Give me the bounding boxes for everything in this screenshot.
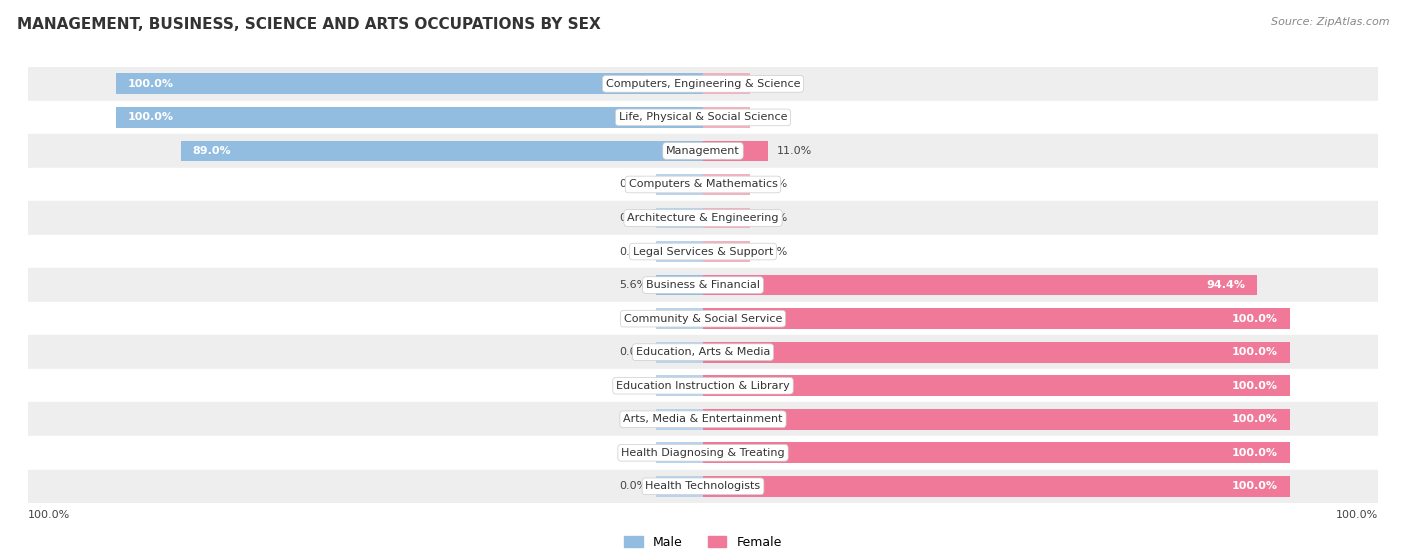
Text: 0.0%: 0.0%: [619, 381, 647, 391]
Text: 100.0%: 100.0%: [28, 510, 70, 520]
Text: 0.0%: 0.0%: [759, 213, 787, 223]
Text: 0.0%: 0.0%: [619, 179, 647, 190]
Text: 100.0%: 100.0%: [1232, 381, 1278, 391]
Text: 100.0%: 100.0%: [1232, 448, 1278, 458]
Text: 0.0%: 0.0%: [619, 213, 647, 223]
Bar: [657, 174, 703, 195]
Bar: [28, 436, 1378, 470]
Bar: [657, 375, 703, 396]
Text: Health Technologists: Health Technologists: [645, 481, 761, 491]
Text: 5.6%: 5.6%: [619, 280, 647, 290]
Text: 0.0%: 0.0%: [619, 414, 647, 424]
Bar: [117, 73, 703, 94]
Text: 100.0%: 100.0%: [1336, 510, 1378, 520]
Text: Health Diagnosing & Treating: Health Diagnosing & Treating: [621, 448, 785, 458]
Text: 0.0%: 0.0%: [759, 247, 787, 257]
Bar: [657, 476, 703, 497]
Bar: [703, 442, 1289, 463]
Bar: [657, 308, 703, 329]
Bar: [703, 274, 1257, 296]
Text: Education, Arts & Media: Education, Arts & Media: [636, 347, 770, 357]
Text: 100.0%: 100.0%: [128, 79, 174, 89]
Bar: [28, 470, 1378, 503]
Bar: [28, 402, 1378, 436]
Bar: [28, 302, 1378, 335]
Bar: [28, 134, 1378, 168]
Bar: [703, 342, 1289, 363]
Text: Computers & Mathematics: Computers & Mathematics: [628, 179, 778, 190]
Bar: [657, 207, 703, 229]
Bar: [181, 140, 703, 162]
Text: 0.0%: 0.0%: [619, 481, 647, 491]
Text: 0.0%: 0.0%: [619, 247, 647, 257]
Text: Business & Financial: Business & Financial: [645, 280, 761, 290]
Text: Architecture & Engineering: Architecture & Engineering: [627, 213, 779, 223]
Text: 100.0%: 100.0%: [128, 112, 174, 122]
Bar: [657, 409, 703, 430]
Text: 100.0%: 100.0%: [1232, 414, 1278, 424]
Text: 0.0%: 0.0%: [619, 314, 647, 324]
Bar: [703, 308, 1289, 329]
Text: 0.0%: 0.0%: [759, 79, 787, 89]
Text: 0.0%: 0.0%: [759, 179, 787, 190]
Text: MANAGEMENT, BUSINESS, SCIENCE AND ARTS OCCUPATIONS BY SEX: MANAGEMENT, BUSINESS, SCIENCE AND ARTS O…: [17, 17, 600, 32]
Bar: [703, 409, 1289, 430]
Text: 0.0%: 0.0%: [759, 112, 787, 122]
Text: Education Instruction & Library: Education Instruction & Library: [616, 381, 790, 391]
Bar: [117, 107, 703, 128]
Bar: [703, 241, 749, 262]
Bar: [657, 442, 703, 463]
Bar: [28, 369, 1378, 402]
Bar: [703, 375, 1289, 396]
Text: 0.0%: 0.0%: [619, 347, 647, 357]
Bar: [703, 207, 749, 229]
Text: 100.0%: 100.0%: [1232, 314, 1278, 324]
Text: Management: Management: [666, 146, 740, 156]
Bar: [703, 107, 749, 128]
Text: Community & Social Service: Community & Social Service: [624, 314, 782, 324]
Bar: [28, 101, 1378, 134]
Bar: [703, 174, 749, 195]
Text: Arts, Media & Entertainment: Arts, Media & Entertainment: [623, 414, 783, 424]
Text: 89.0%: 89.0%: [193, 146, 231, 156]
Text: Source: ZipAtlas.com: Source: ZipAtlas.com: [1271, 17, 1389, 27]
Text: Life, Physical & Social Science: Life, Physical & Social Science: [619, 112, 787, 122]
Bar: [28, 67, 1378, 101]
Text: 100.0%: 100.0%: [1232, 481, 1278, 491]
Bar: [703, 140, 768, 162]
Text: 0.0%: 0.0%: [619, 448, 647, 458]
Bar: [703, 476, 1289, 497]
Bar: [657, 342, 703, 363]
Bar: [657, 241, 703, 262]
Text: 94.4%: 94.4%: [1206, 280, 1246, 290]
Text: 11.0%: 11.0%: [776, 146, 811, 156]
Bar: [657, 274, 703, 296]
Bar: [28, 201, 1378, 235]
Bar: [28, 335, 1378, 369]
Bar: [28, 168, 1378, 201]
Text: Legal Services & Support: Legal Services & Support: [633, 247, 773, 257]
Bar: [28, 268, 1378, 302]
Text: Computers, Engineering & Science: Computers, Engineering & Science: [606, 79, 800, 89]
Legend: Male, Female: Male, Female: [619, 530, 787, 553]
Bar: [28, 235, 1378, 268]
Bar: [703, 73, 749, 94]
Text: 100.0%: 100.0%: [1232, 347, 1278, 357]
